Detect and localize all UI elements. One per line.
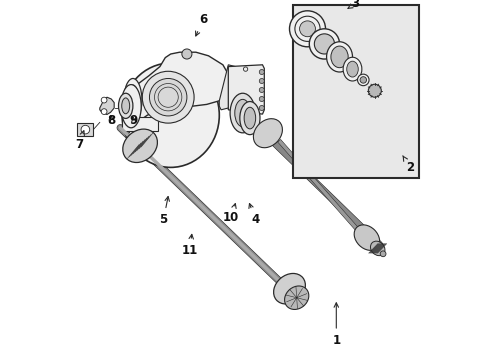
- Ellipse shape: [380, 251, 385, 257]
- Circle shape: [149, 78, 186, 116]
- Circle shape: [259, 87, 264, 93]
- Text: 4: 4: [248, 203, 259, 226]
- Bar: [122, 117, 158, 131]
- Circle shape: [259, 78, 264, 84]
- Ellipse shape: [326, 42, 352, 72]
- Polygon shape: [123, 52, 230, 135]
- Text: 10: 10: [222, 204, 239, 224]
- Ellipse shape: [343, 57, 361, 81]
- Ellipse shape: [244, 107, 255, 129]
- Circle shape: [142, 71, 194, 123]
- Polygon shape: [228, 65, 264, 114]
- Text: 11: 11: [181, 234, 198, 257]
- Circle shape: [294, 16, 320, 41]
- Circle shape: [259, 69, 264, 75]
- Circle shape: [359, 77, 366, 83]
- Ellipse shape: [81, 125, 89, 134]
- Polygon shape: [100, 97, 114, 114]
- Circle shape: [101, 109, 107, 114]
- Text: 2: 2: [402, 156, 413, 174]
- Ellipse shape: [122, 129, 157, 162]
- Circle shape: [309, 29, 339, 59]
- Circle shape: [182, 49, 192, 59]
- Text: 3: 3: [347, 0, 359, 10]
- Polygon shape: [170, 58, 219, 90]
- Text: 1: 1: [331, 303, 340, 347]
- Circle shape: [259, 105, 264, 111]
- Text: 9: 9: [129, 114, 138, 127]
- Circle shape: [314, 34, 334, 54]
- Bar: [77, 123, 93, 136]
- Circle shape: [367, 84, 381, 97]
- Circle shape: [299, 21, 315, 37]
- Ellipse shape: [239, 102, 260, 135]
- Ellipse shape: [370, 241, 384, 256]
- Circle shape: [101, 97, 107, 103]
- Ellipse shape: [121, 85, 141, 128]
- Ellipse shape: [230, 93, 255, 133]
- Bar: [292, 5, 418, 178]
- Ellipse shape: [346, 61, 358, 77]
- Ellipse shape: [253, 119, 282, 148]
- Ellipse shape: [330, 46, 347, 68]
- Polygon shape: [219, 65, 237, 110]
- Ellipse shape: [122, 63, 219, 167]
- Ellipse shape: [353, 225, 379, 250]
- Ellipse shape: [123, 78, 142, 122]
- Circle shape: [357, 74, 368, 86]
- Ellipse shape: [160, 58, 224, 94]
- Ellipse shape: [273, 274, 305, 304]
- Circle shape: [289, 11, 325, 47]
- Text: 8: 8: [107, 114, 115, 127]
- Text: 6: 6: [195, 13, 207, 36]
- Circle shape: [259, 96, 264, 102]
- Ellipse shape: [284, 286, 308, 310]
- Ellipse shape: [122, 98, 129, 114]
- Text: 5: 5: [159, 197, 169, 226]
- Ellipse shape: [118, 93, 133, 118]
- Text: 7: 7: [75, 131, 84, 150]
- Ellipse shape: [234, 99, 250, 127]
- Ellipse shape: [127, 85, 139, 115]
